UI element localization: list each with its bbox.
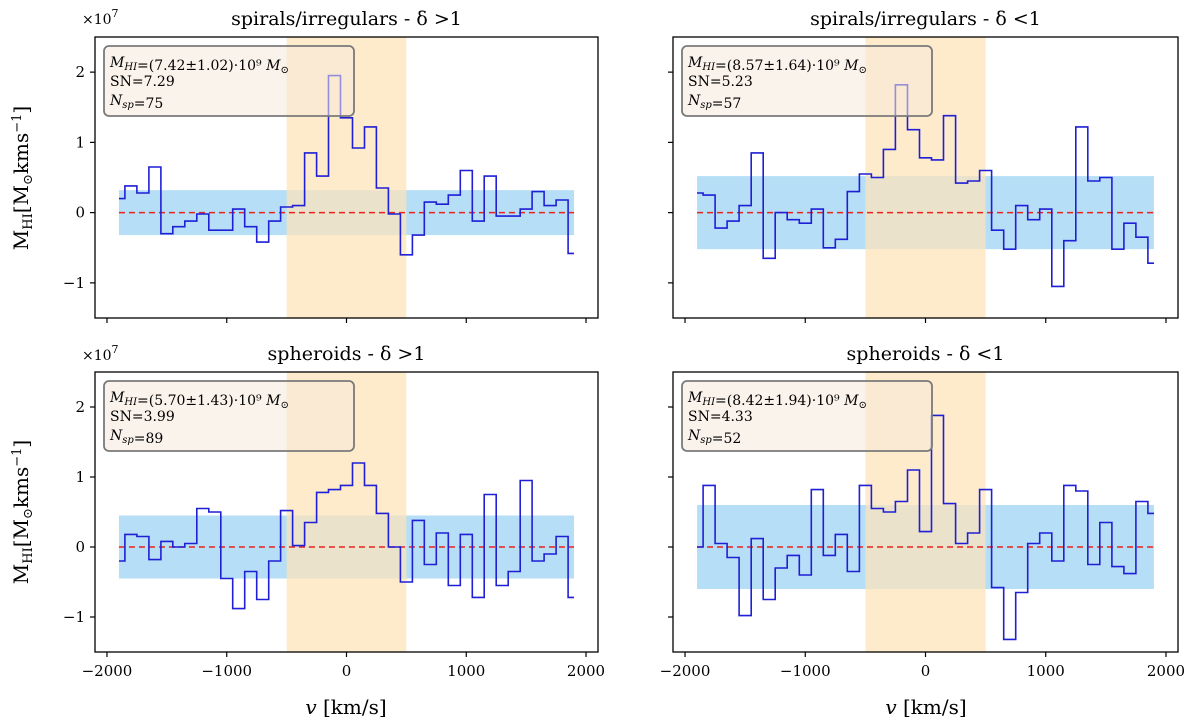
y-tick-label: 2: [75, 398, 85, 416]
panel-3: −1 0 1 2 −2000 −1000 0 1000 2000 spheroids - δ >1…: [63, 343, 605, 680]
spectrum-line: [119, 462, 574, 610]
x-tick-label: 2000: [567, 662, 605, 680]
spectrum-line: [697, 84, 1154, 288]
y-tick-label: 1: [75, 133, 85, 151]
annotation-nsp: Nsp=89: [109, 428, 163, 447]
panel-title: spheroids - δ >1: [268, 343, 426, 365]
annotation-mhi: MHI=(7.42±1.02)·10⁹ M⊙: [109, 55, 289, 76]
y-multiplier-bottom: ×107: [82, 343, 119, 364]
annotation-sn: SN=3.99: [110, 409, 175, 425]
x-tick-label: 0: [921, 662, 931, 680]
panel-title: spheroids - δ <1: [847, 343, 1005, 365]
y-axis-label-bottom: MHI[M⊙kms−1]: [9, 440, 36, 585]
annotation-box: [103, 380, 355, 452]
spectrum-line: [697, 414, 1154, 641]
annotation-nsp: Nsp=52: [687, 428, 741, 447]
annotation-nsp: Nsp=57: [687, 93, 741, 112]
x-tick-label: 1000: [1027, 662, 1065, 680]
annotation-sn: SN=7.29: [110, 74, 175, 90]
x-tick-label: 2000: [1147, 662, 1185, 680]
annotation-nsp: Nsp=75: [109, 93, 163, 112]
y-tick-label: 1: [75, 468, 85, 486]
annotation-box: [681, 45, 933, 117]
panel-4: −2000 −1000 0 1000 2000 spheroids - δ <1 MHI=(…: [660, 343, 1185, 680]
panel-2: spirals/irregulars - δ <1 MHI=(8.57±1.64)…: [668, 8, 1179, 323]
annotation-mhi: MHI=(5.70±1.43)·10⁹ M⊙: [109, 390, 289, 411]
x-tick-label: −1000: [201, 662, 252, 680]
panel-title: spirals/irregulars - δ <1: [810, 8, 1041, 30]
y-tick-label: −1: [63, 608, 85, 626]
spectrum-line: [119, 74, 574, 256]
annotation-mhi: MHI=(8.42±1.94)·10⁹ M⊙: [687, 390, 867, 411]
annotation-mhi: MHI=(8.57±1.64)·10⁹ M⊙: [687, 55, 867, 76]
x-tick-label: 1000: [447, 662, 485, 680]
x-tick-label: −1000: [780, 662, 831, 680]
panel-1: −1 0 1 2 spirals/irregulars - δ >1 MHI=(7.42±…: [63, 8, 599, 323]
x-tick-label: −2000: [660, 662, 711, 680]
y-tick-label: 0: [75, 538, 85, 556]
x-axis-label-right: v [km/s]: [885, 695, 966, 719]
x-tick-label: −2000: [82, 662, 133, 680]
annotation-sn: SN=5.23: [688, 74, 753, 90]
y-tick-label: −1: [63, 274, 85, 292]
panels: −1 0 1 2 spirals/irregulars - δ >1 MHI=(7.42±…: [63, 8, 1185, 680]
y-multiplier-top: ×107: [82, 7, 119, 28]
panel-title: spirals/irregulars - δ >1: [231, 8, 462, 30]
y-axis-label-top: MHI[M⊙kms−1]: [9, 106, 36, 251]
annotation-sn: SN=4.33: [688, 409, 753, 425]
y-tick-label: 2: [75, 63, 85, 81]
x-axis-label-left: v [km/s]: [305, 695, 386, 719]
annotation-box: [681, 380, 933, 452]
annotation-box: [103, 45, 355, 117]
y-tick-label: 0: [75, 204, 85, 222]
x-tick-label: 0: [342, 662, 352, 680]
